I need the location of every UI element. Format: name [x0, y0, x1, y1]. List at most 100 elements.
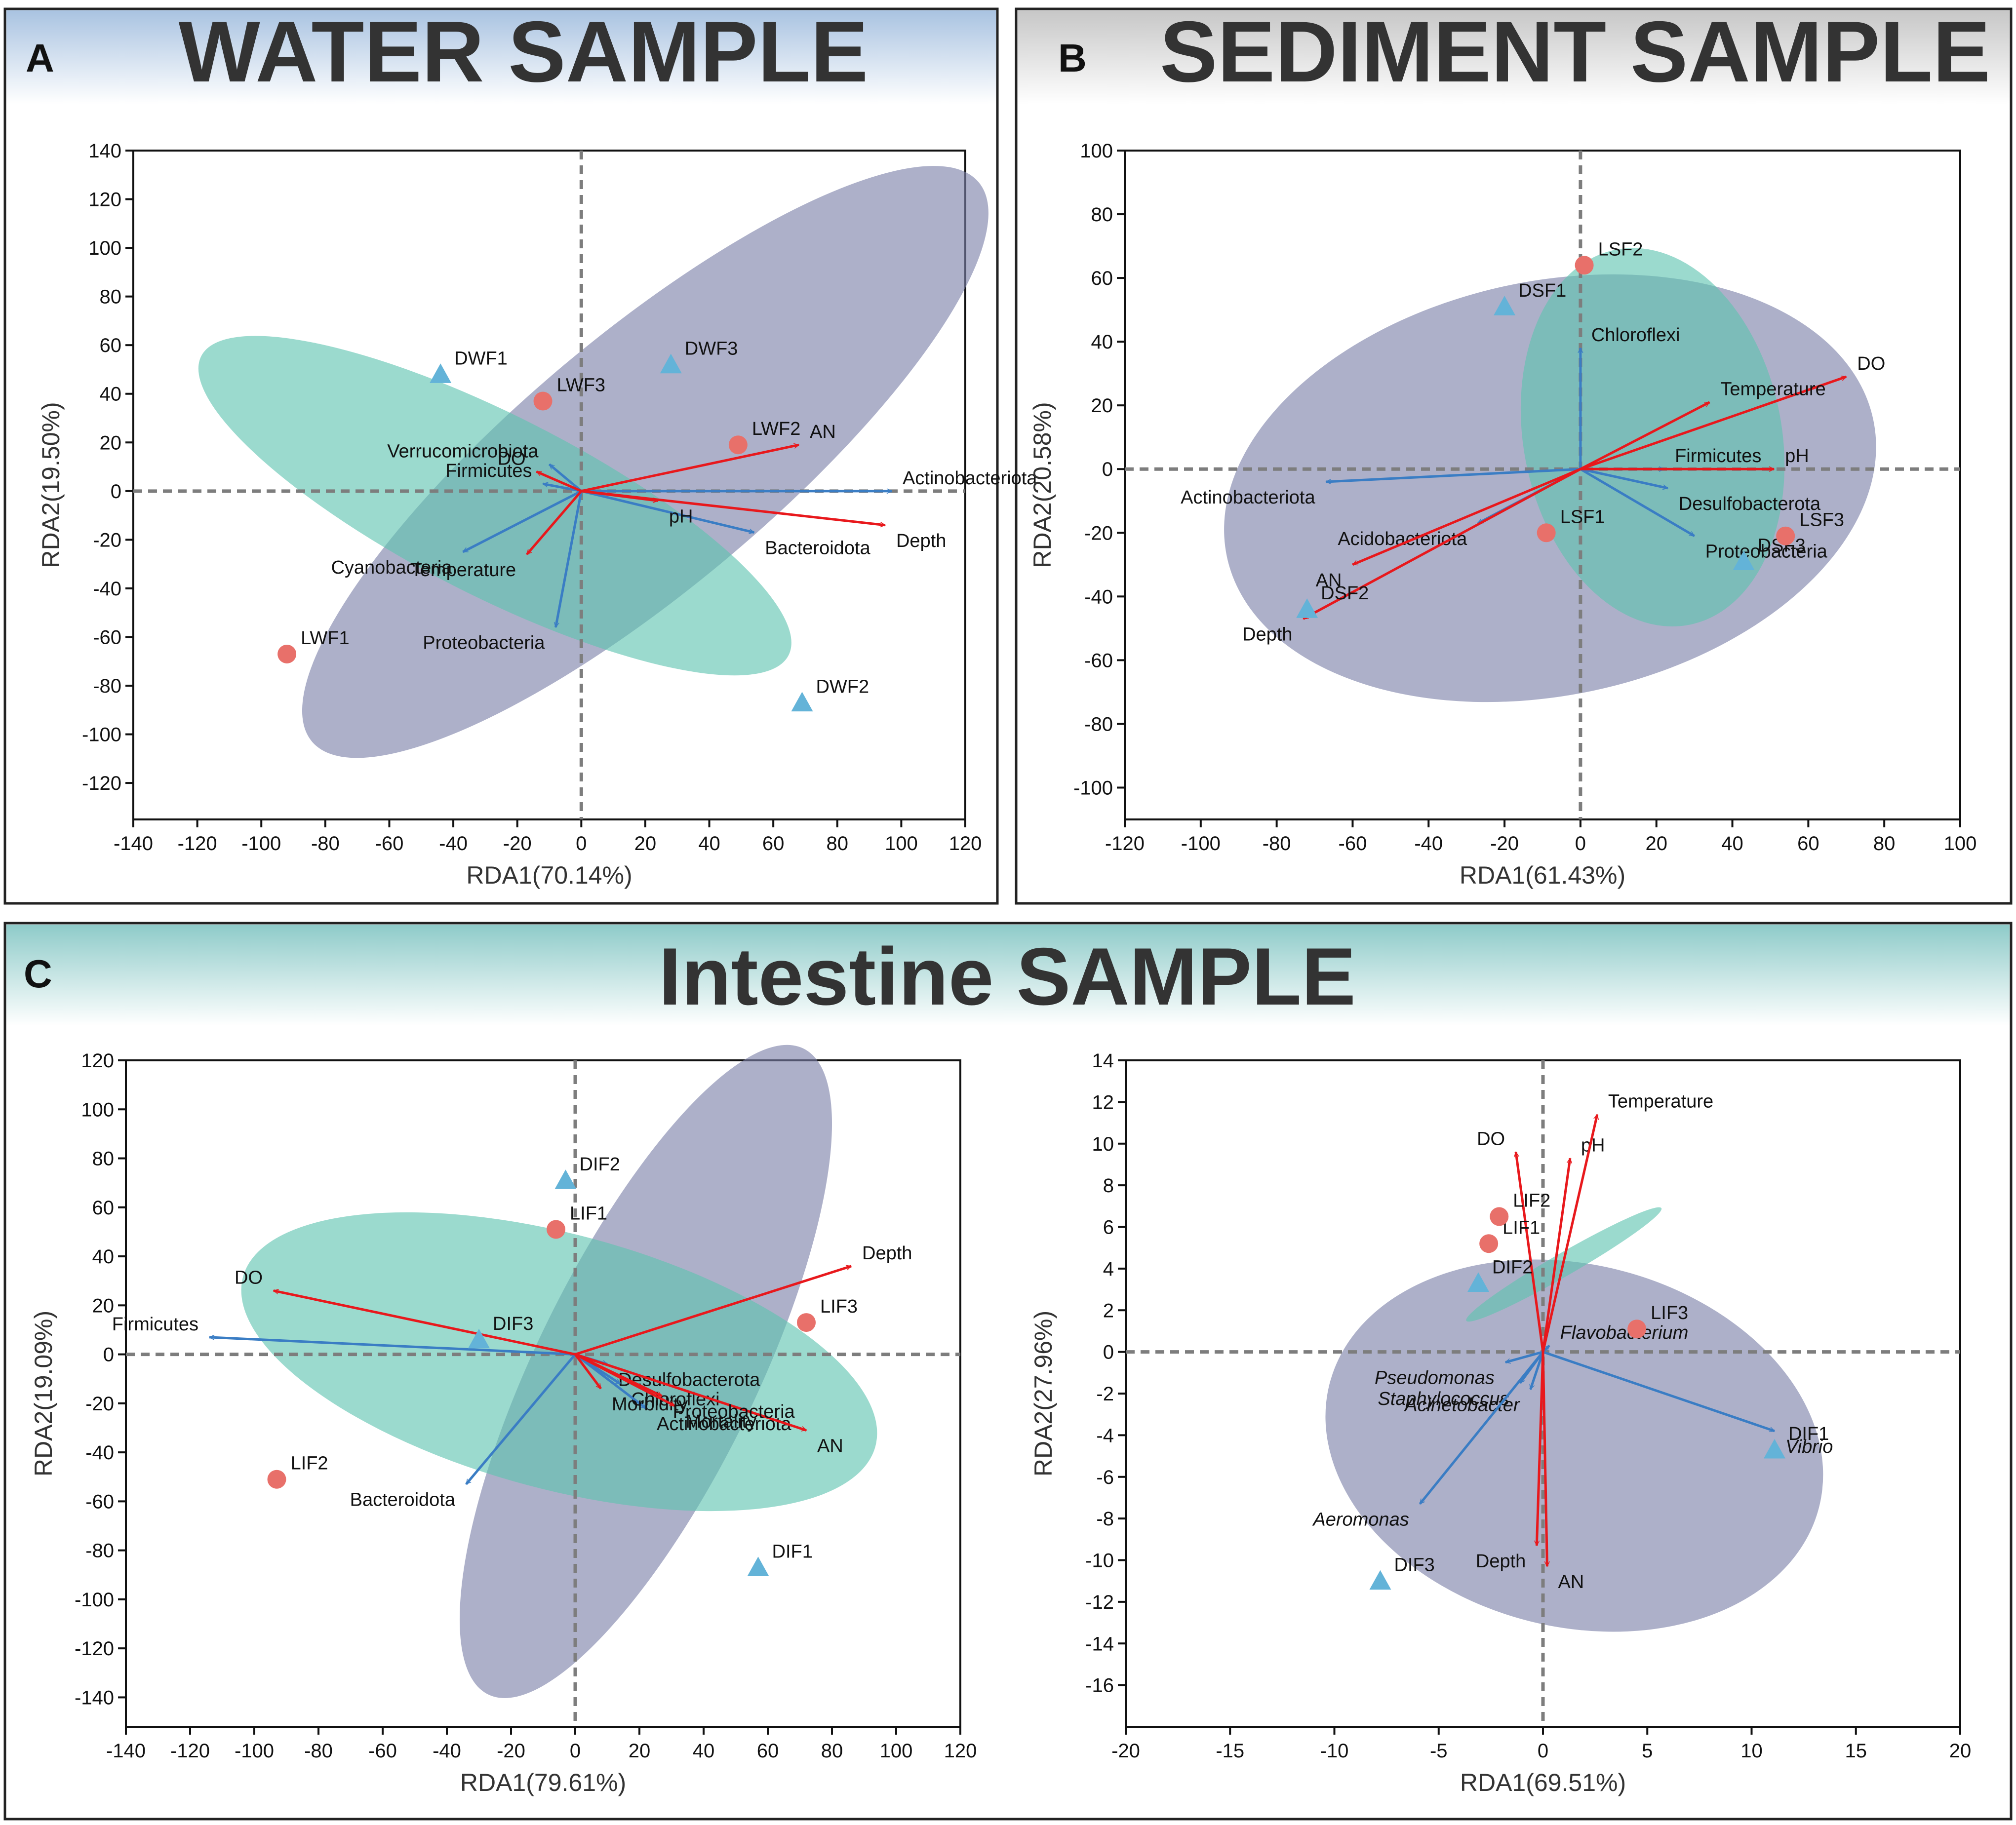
y-tick-label: 8: [1103, 1175, 1114, 1197]
sample-point-l: [1575, 256, 1594, 275]
x-tick-label: 80: [827, 833, 849, 854]
sample-point-label: DWF2: [816, 676, 869, 697]
sample-point-label: LIF1: [570, 1203, 607, 1224]
y-tick-label: 40: [1091, 331, 1113, 353]
confidence-ellipse-d: [302, 166, 988, 758]
env-arrow: [1516, 1152, 1544, 1352]
sample-point-l: [1627, 1320, 1647, 1339]
taxa-arrow-label: Flavobacterium: [1560, 1322, 1689, 1343]
y-tick-label: 100: [81, 1099, 114, 1121]
sample-point-label: DWF3: [685, 339, 738, 359]
x-tick-label: -40: [433, 1740, 461, 1762]
taxa-arrow-label: Desulfobacterota: [1679, 494, 1821, 514]
y-tick-label: 0: [1102, 459, 1113, 480]
sample-point-label: DSF1: [1518, 280, 1566, 301]
taxa-arrow-label: Acinetobacter: [1404, 1395, 1520, 1416]
x-tick-label: 0: [570, 1740, 581, 1762]
env-arrow: [1542, 1158, 1570, 1352]
taxa-arrow-label: Actinobacteriota: [1181, 487, 1315, 508]
taxa-arrow: [463, 490, 582, 553]
sample-point-d: [1369, 1570, 1391, 1590]
section-c-letter: C: [24, 952, 52, 996]
sample-point-label: LWF1: [301, 628, 350, 649]
sample-point-l: [1490, 1207, 1509, 1226]
section-b-title: SEDIMENT SAMPLE: [1160, 4, 1990, 100]
taxa-arrow-label: Proteobacteria: [1705, 542, 1828, 562]
y-tick-label: 12: [1092, 1091, 1114, 1113]
env-arrow: [581, 490, 658, 501]
x-tick-label: -15: [1216, 1740, 1244, 1762]
x-tick-label: -20: [497, 1740, 525, 1762]
x-tick-label: -140: [106, 1740, 146, 1762]
env-arrow-label: Temperature: [411, 560, 516, 581]
x-axis-label: RDA1(69.51%): [1460, 1769, 1626, 1796]
env-arrow-label: DO: [235, 1268, 263, 1288]
sample-point-d: [747, 1556, 769, 1576]
x-tick-label: -120: [1105, 833, 1145, 854]
env-arrow: [1303, 468, 1581, 620]
x-tick-label: -100: [241, 833, 281, 854]
y-tick-label: 120: [88, 189, 121, 211]
y-tick-label: 80: [100, 286, 122, 308]
y-tick-label: -80: [85, 1540, 114, 1562]
env-arrow: [1580, 401, 1709, 470]
sample-point-label: LIF2: [1513, 1190, 1550, 1211]
x-tick-label: -100: [235, 1740, 274, 1762]
y-tick-label: -140: [75, 1687, 114, 1709]
y-tick-label: 14: [1092, 1050, 1114, 1072]
x-tick-label: -5: [1430, 1740, 1448, 1762]
env-arrow-label: Depth: [1242, 624, 1292, 645]
env-arrow: [526, 490, 583, 555]
y-tick-label: -20: [85, 1393, 114, 1415]
rda-plot-intestine-phylum: -140 -120 -100 -80 -60 -40 -20 0 20 40 60 80 100 120 -…: [30, 1045, 977, 1796]
env-arrow-label: Depth: [862, 1243, 912, 1264]
y-tick-label: 80: [1091, 204, 1113, 226]
sample-point-label: LIF1: [1502, 1217, 1540, 1238]
x-tick-label: 60: [757, 1740, 779, 1762]
x-tick-label: -80: [1263, 833, 1291, 854]
confidence-ellipse-l: [198, 336, 791, 676]
x-tick-label: 5: [1642, 1740, 1653, 1762]
confidence-ellipse-d: [1325, 1259, 1823, 1632]
x-tick-label: 0: [1538, 1740, 1548, 1762]
sample-point-label: DIF3: [493, 1314, 533, 1334]
sample-point-label: DWF1: [454, 348, 508, 369]
taxa-arrow-label: Chloroflexi: [1591, 325, 1680, 346]
x-tick-label: 120: [944, 1740, 977, 1762]
y-tick-label: -60: [1084, 650, 1113, 671]
env-arrow: [1542, 1115, 1597, 1353]
y-tick-label: -120: [75, 1638, 114, 1660]
y-tick-label: -8: [1096, 1508, 1114, 1530]
x-tick-label: -60: [375, 833, 404, 854]
x-tick-label: 40: [1721, 833, 1743, 854]
y-axis-label: RDA2(20.58%): [1028, 402, 1056, 568]
y-tick-label: 0: [103, 1344, 114, 1366]
taxa-arrow: [555, 491, 583, 627]
sample-point-d: [1467, 1272, 1490, 1292]
env-arrow-label: Mortality: [686, 1411, 757, 1432]
env-arrow: [1352, 467, 1581, 566]
y-tick-label: -12: [1085, 1592, 1114, 1613]
x-tick-label: 60: [762, 833, 785, 854]
taxa-arrow: [1529, 1351, 1544, 1390]
env-arrow: [575, 1266, 851, 1356]
x-tick-label: 100: [880, 1740, 913, 1762]
y-tick-label: 2: [1103, 1300, 1114, 1321]
sample-point-label: LIF2: [291, 1453, 328, 1474]
taxa-arrow: [543, 484, 582, 493]
sample-point-l: [547, 1220, 565, 1239]
sample-point-l: [1537, 523, 1556, 543]
x-tick-label: 80: [821, 1740, 843, 1762]
env-arrow-label: Temperature: [1720, 379, 1825, 400]
env-arrow-label: AN: [810, 422, 836, 442]
env-arrow-label: Depth: [1476, 1551, 1526, 1572]
y-tick-label: 60: [100, 335, 122, 356]
section-b-letter: B: [1058, 36, 1087, 80]
x-tick-label: 15: [1845, 1740, 1867, 1762]
taxa-arrow: [581, 490, 754, 533]
y-tick-label: -40: [1084, 586, 1113, 608]
sample-point-l: [533, 391, 553, 411]
y-tick-label: -120: [82, 773, 121, 794]
x-tick-label: -20: [503, 833, 532, 854]
env-arrow-label: DO: [498, 448, 526, 469]
